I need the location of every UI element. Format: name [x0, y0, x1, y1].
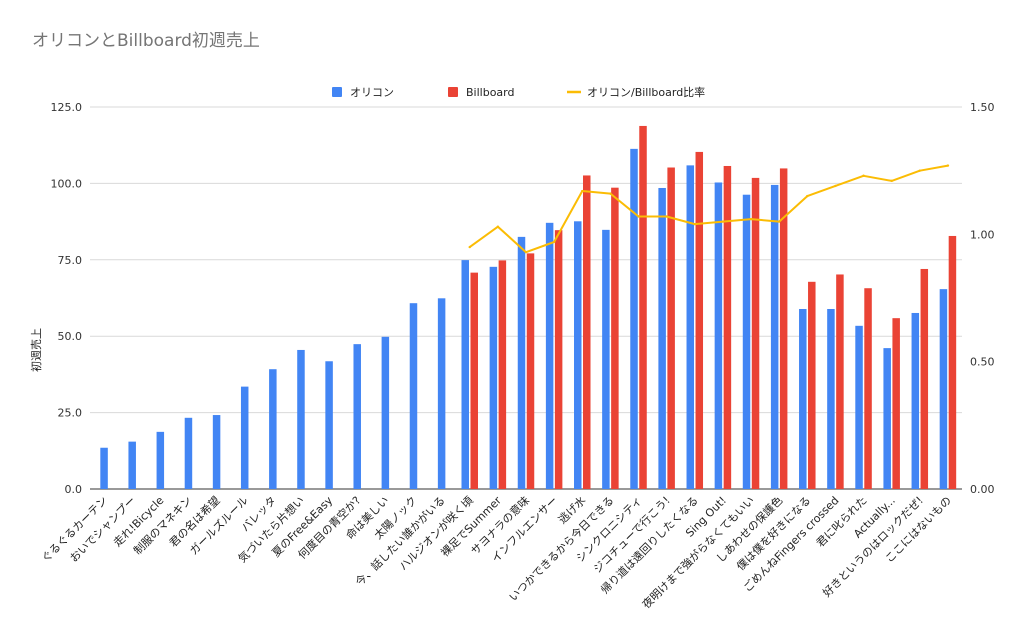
legend-label: Billboard [466, 86, 514, 99]
bar-billboard [751, 177, 760, 489]
ratio-point [524, 250, 528, 254]
bar-oricon [714, 182, 723, 489]
y2-tick-label: 1.50 [970, 101, 995, 114]
ratio-point [581, 189, 584, 193]
bar-billboard [864, 288, 872, 489]
bar-oricon [686, 165, 695, 489]
bar-oricon [855, 325, 863, 489]
bar-oricon [883, 348, 891, 489]
bar-billboard [639, 125, 647, 489]
ratio-point [862, 174, 865, 177]
bar-oricon [939, 289, 948, 489]
bar-oricon [574, 221, 582, 489]
ratio-point [749, 217, 753, 221]
ratio-point [665, 215, 668, 218]
bar-billboard [808, 281, 816, 489]
bar-billboard [554, 230, 563, 489]
bar-oricon [381, 336, 390, 489]
y-tick-label: 125.0 [51, 101, 83, 114]
left-axis-ticks: 0.0 25.0 50.0 75.0 100.0 125.0 [51, 101, 83, 496]
bar-billboard [723, 165, 732, 489]
y-tick-label: 0.0 [65, 483, 83, 496]
y2-tick-label: 0.50 [970, 356, 995, 369]
ratio-point [609, 192, 612, 195]
bar-billboard [470, 272, 478, 489]
y2-tick-label: 1.00 [970, 228, 995, 241]
legend-swatch [448, 87, 458, 97]
bar-oricon [545, 222, 554, 490]
bars [100, 125, 957, 490]
bar-oricon [240, 386, 249, 489]
ratio-point [806, 194, 809, 198]
bar-oricon [517, 236, 526, 489]
bar-billboard [779, 168, 788, 489]
bar-oricon [630, 148, 638, 490]
ratio-point [637, 215, 640, 218]
ratio-point [496, 225, 500, 228]
bar-oricon [658, 187, 666, 489]
bar-billboard [695, 151, 704, 489]
ratio-line-layer [468, 164, 950, 254]
bar-oricon [827, 309, 835, 489]
bar-billboard [526, 253, 535, 489]
legend: オリコン Billboard オリコン/Billboard比率 [332, 85, 705, 99]
bar-billboard [948, 235, 957, 489]
ratio-point [946, 164, 950, 167]
ratio-point [693, 222, 696, 226]
ratio-point [890, 179, 893, 183]
bar-oricon [742, 194, 751, 489]
bar-oricon [799, 309, 807, 489]
bar-billboard [667, 167, 675, 490]
bar-oricon [409, 303, 418, 489]
bar-oricon [128, 441, 136, 489]
bar-oricon [156, 431, 165, 489]
bar-billboard [920, 268, 929, 489]
y-axis-title: 初週売上 [29, 328, 43, 372]
bar-billboard [611, 187, 619, 489]
ratio-point [834, 184, 837, 188]
gridlines [90, 106, 962, 490]
ratio-point [918, 169, 922, 172]
bar-oricon [602, 229, 610, 489]
bar-oricon [770, 184, 779, 490]
ratio-point [468, 245, 471, 249]
bar-oricon [437, 298, 446, 489]
right-axis-ticks: 0.00 0.50 1.00 1.50 [970, 101, 995, 496]
y-tick-label: 75.0 [58, 254, 83, 267]
ratio-point [721, 220, 725, 223]
bar-oricon [489, 266, 498, 489]
bar-oricon [325, 361, 333, 489]
ratio-point [552, 240, 556, 244]
ratio-line [469, 164, 949, 254]
bar-billboard [892, 318, 900, 489]
bar-oricon [100, 447, 108, 489]
bar-billboard [498, 260, 507, 489]
chart-title: オリコンとBillboard初週売上 [32, 31, 260, 51]
category-labels: ぐるぐるカーテンおいでシャンプー走れ!Bicycle制服のマネキン君の名は希望ガ… [39, 493, 954, 611]
legend-label: オリコン [350, 86, 394, 99]
bar-oricon [297, 349, 305, 489]
ratio-point [777, 220, 781, 223]
y2-tick-label: 0.00 [970, 483, 995, 496]
bar-oricon [184, 417, 193, 489]
y-tick-label: 50.0 [58, 330, 83, 343]
y-tick-label: 100.0 [51, 177, 83, 190]
bar-oricon [461, 260, 469, 489]
bar-oricon [911, 312, 920, 489]
bar-oricon [212, 415, 221, 489]
legend-label: オリコン/Billboard比率 [587, 85, 705, 99]
bar-billboard [836, 274, 844, 489]
bar-oricon [269, 369, 277, 489]
bar-billboard [583, 175, 591, 489]
y-tick-label: 25.0 [58, 407, 83, 420]
legend-swatch [332, 87, 342, 97]
bar-oricon [353, 344, 361, 489]
